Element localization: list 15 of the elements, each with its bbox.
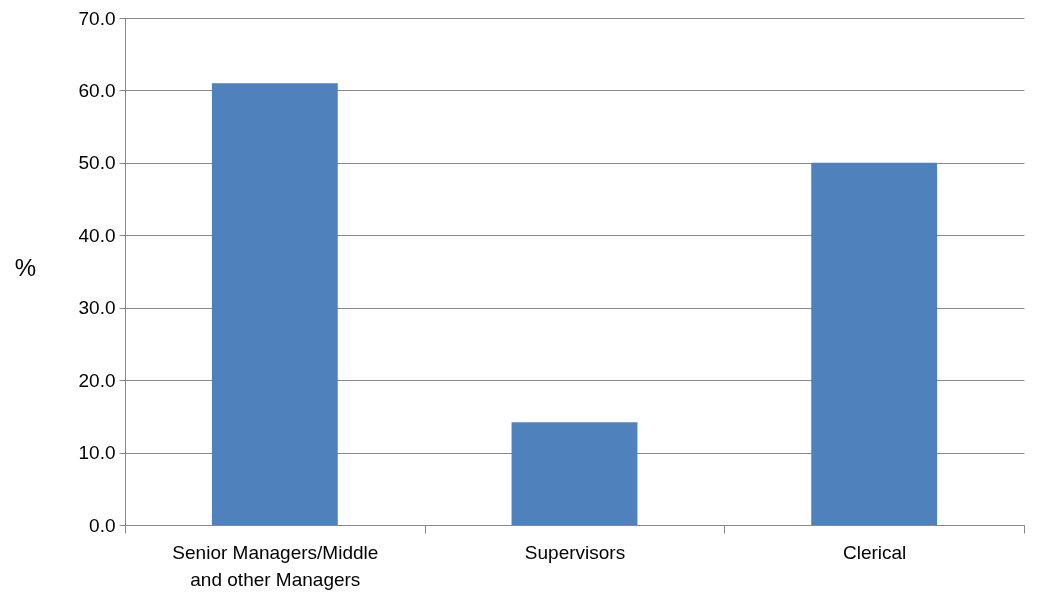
bar	[811, 162, 938, 525]
y-tick-label: 70.0	[78, 7, 116, 29]
y-tick-label: 0.0	[89, 514, 116, 536]
y-tick-label: 10.0	[78, 442, 116, 464]
y-tick-label: 60.0	[78, 79, 116, 101]
bar	[211, 83, 338, 525]
x-tick-label: Senior Managers/Middle and other Managers	[172, 541, 379, 590]
y-tick-label: 30.0	[78, 297, 116, 319]
x-tick-label: Supervisors	[524, 541, 626, 563]
y-tick-label: 50.0	[78, 152, 116, 174]
y-tick-label: 40.0	[78, 224, 116, 246]
x-tick-label: Clerical	[842, 541, 907, 563]
y-axis-title: %	[14, 253, 37, 281]
bar	[511, 422, 638, 525]
y-tick-label: 20.0	[78, 369, 116, 391]
